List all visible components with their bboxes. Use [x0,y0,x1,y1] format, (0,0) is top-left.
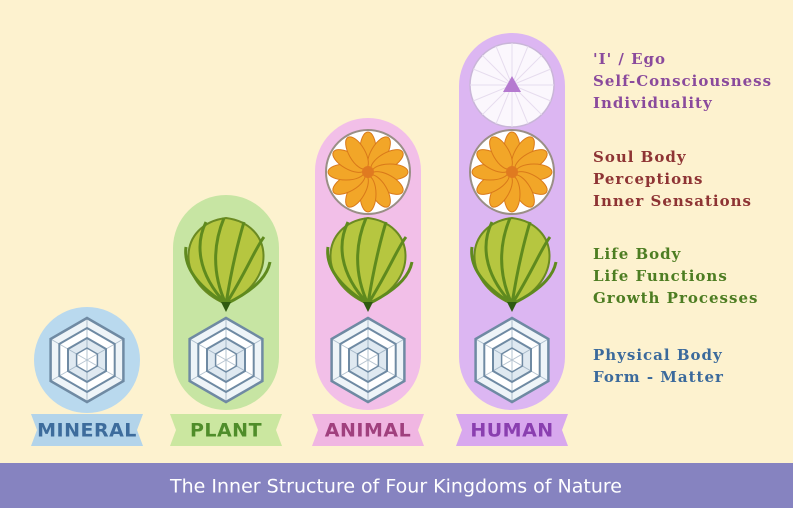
layer-label: Growth Processes [593,289,758,307]
kingdoms: MINERAL PLANT ANIMAL HUMAN 'I' / Ego Self-Con… [31,33,772,446]
layer-label: Inner Sensations [593,192,752,210]
layer-label: Soul Body [593,148,687,166]
kingdom-label: PLANT [190,420,262,442]
layer-label: 'I' / Ego [593,50,666,68]
layer-label: Physical Body [593,346,723,364]
layer-label: Life Functions [593,267,728,285]
layer-symbol [470,43,554,127]
layer-label: Perceptions [593,170,703,188]
layer-label: Form - Matter [593,368,724,386]
kingdom-label: ANIMAL [325,420,411,442]
kingdom-label: HUMAN [470,420,553,442]
layer-symbol [326,130,410,214]
kingdom-label: MINERAL [37,420,137,442]
footer-title: The Inner Structure of Four Kingdoms of … [169,476,622,498]
layer-label: Individuality [593,94,713,112]
layer-label: Life Body [593,245,682,263]
layer-symbol [470,130,554,214]
layer-label: Self-Consciousness [593,72,772,90]
diagram: MINERAL PLANT ANIMAL HUMAN 'I' / Ego Self-Con… [0,0,793,508]
